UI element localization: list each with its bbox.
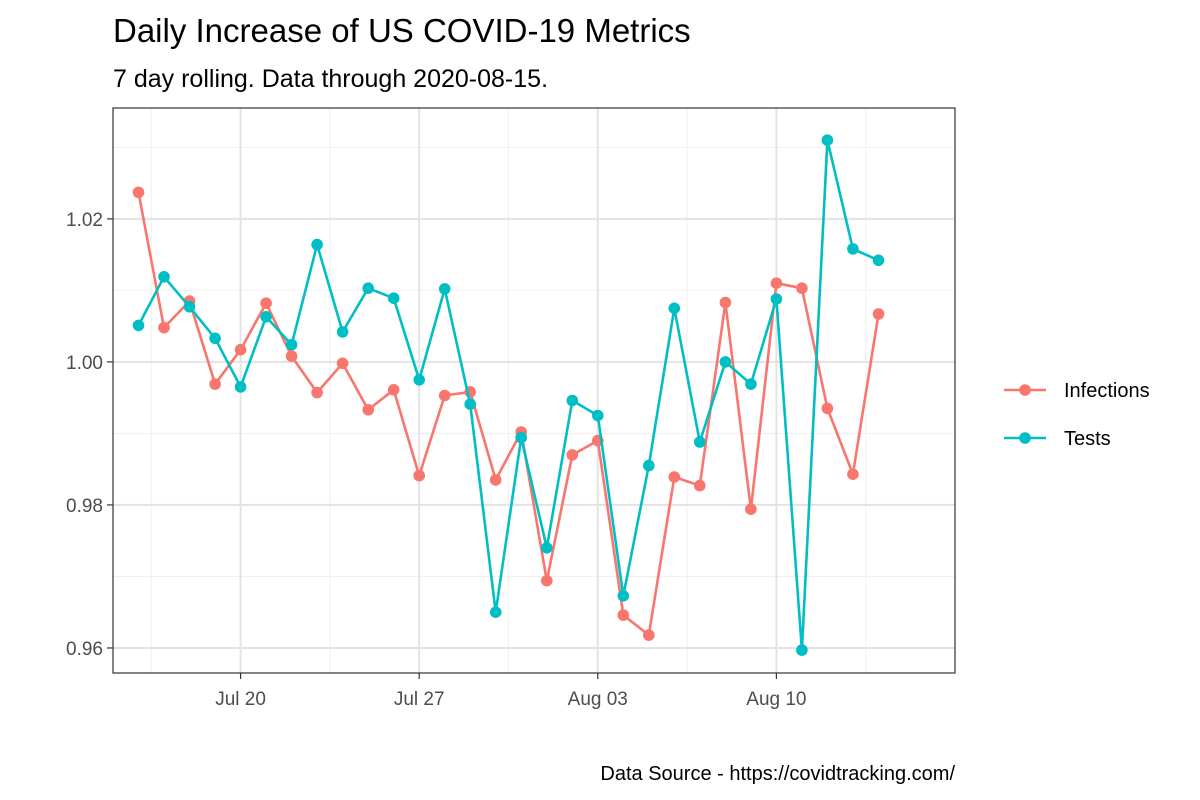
legend-key-point bbox=[1019, 432, 1031, 444]
data-point bbox=[541, 574, 553, 587]
data-point bbox=[311, 238, 323, 251]
y-tick-label: 1.02 bbox=[66, 210, 103, 231]
data-point bbox=[158, 271, 170, 283]
data-point bbox=[566, 449, 579, 461]
chart-title: Daily Increase of US COVID-19 Metrics bbox=[113, 12, 691, 49]
legend-item-tests: Tests bbox=[1004, 428, 1111, 450]
data-point bbox=[413, 469, 426, 482]
data-point bbox=[821, 134, 834, 146]
data-point bbox=[132, 319, 145, 332]
data-point bbox=[872, 308, 885, 320]
data-point bbox=[719, 356, 732, 368]
data-point bbox=[158, 321, 170, 334]
data-point bbox=[847, 468, 859, 481]
x-axis: Jul 20 Jul 27 Aug 03 Aug 10 bbox=[215, 673, 807, 710]
data-point bbox=[515, 431, 527, 444]
data-point bbox=[489, 474, 502, 486]
series-layer bbox=[132, 134, 885, 656]
plot-panel bbox=[112, 107, 956, 674]
panel-border bbox=[112, 107, 956, 674]
data-point bbox=[387, 292, 400, 305]
data-point bbox=[745, 503, 757, 515]
data-point bbox=[694, 436, 706, 448]
data-point bbox=[183, 301, 196, 313]
grid-minor bbox=[113, 108, 955, 673]
data-point bbox=[260, 297, 272, 310]
data-point bbox=[643, 629, 655, 641]
data-point bbox=[209, 378, 221, 390]
x-tick-label: Aug 10 bbox=[746, 689, 806, 710]
data-point bbox=[438, 283, 451, 295]
chart-subtitle: 7 day rolling. Data through 2020-08-15. bbox=[113, 65, 548, 93]
data-point bbox=[592, 409, 604, 422]
series-line-infections bbox=[137, 192, 880, 637]
data-point bbox=[387, 384, 400, 396]
legend-label: Infections bbox=[1064, 380, 1150, 402]
data-point bbox=[821, 402, 834, 415]
y-axis: 0.96 0.98 1.00 1.02 bbox=[66, 210, 113, 660]
data-point bbox=[694, 479, 706, 492]
data-point bbox=[617, 609, 630, 621]
data-point bbox=[464, 398, 477, 410]
y-tick-label: 0.96 bbox=[66, 639, 103, 660]
data-point bbox=[260, 311, 272, 323]
x-tick-label: Aug 03 bbox=[568, 689, 628, 710]
data-point bbox=[643, 459, 655, 472]
data-point bbox=[132, 186, 145, 199]
data-point bbox=[566, 394, 579, 407]
data-point bbox=[311, 386, 323, 399]
data-point bbox=[617, 590, 630, 602]
data-point bbox=[719, 296, 732, 309]
data-point bbox=[336, 357, 349, 370]
data-point bbox=[336, 326, 349, 338]
series-tests bbox=[132, 134, 885, 656]
data-point bbox=[438, 389, 451, 402]
x-tick-label: Jul 20 bbox=[215, 689, 266, 710]
data-point bbox=[668, 471, 681, 483]
chart-caption: Data Source - https://covidtracking.com/ bbox=[600, 763, 955, 785]
data-point bbox=[872, 254, 885, 267]
data-point bbox=[362, 282, 375, 295]
legend-label: Tests bbox=[1064, 428, 1111, 450]
data-point bbox=[489, 606, 502, 618]
y-tick-label: 1.00 bbox=[66, 353, 103, 374]
data-point bbox=[668, 302, 681, 315]
data-point bbox=[234, 381, 247, 393]
data-point bbox=[796, 282, 808, 295]
data-point bbox=[234, 343, 247, 356]
legend-key-point bbox=[1019, 384, 1031, 396]
legend: Infections Tests bbox=[1004, 380, 1150, 450]
data-point bbox=[847, 243, 859, 255]
legend-item-infections: Infections bbox=[1004, 380, 1150, 402]
data-point bbox=[796, 644, 808, 656]
data-point bbox=[770, 293, 783, 305]
data-point bbox=[362, 404, 375, 416]
data-point bbox=[285, 350, 298, 363]
data-point bbox=[209, 332, 221, 345]
data-point bbox=[285, 338, 298, 351]
data-point bbox=[541, 542, 553, 554]
data-point bbox=[770, 277, 783, 290]
data-point bbox=[745, 378, 757, 390]
data-point bbox=[413, 374, 426, 386]
series-line-tests bbox=[137, 138, 880, 652]
y-tick-label: 0.98 bbox=[66, 496, 103, 517]
x-tick-label: Jul 27 bbox=[394, 689, 445, 710]
